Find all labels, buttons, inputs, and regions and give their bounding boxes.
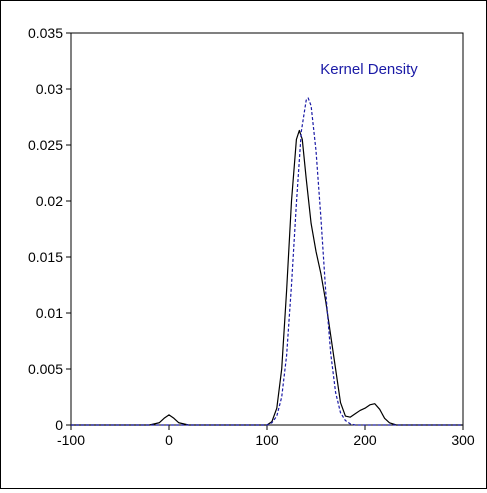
y-tick-label: 0.03 (36, 81, 63, 97)
y-tick-label: 0.035 (28, 25, 63, 41)
x-tick-label: 300 (451, 432, 475, 448)
kernel-density-series (71, 129, 463, 426)
y-tick-label: 0.01 (36, 305, 63, 321)
y-axis: 0 0.005 0.01 0.015 0.02 0.025 0.03 0.035 (28, 25, 71, 433)
series-layer (71, 97, 463, 426)
y-tick-label: 0.005 (28, 361, 63, 377)
x-axis: -100 0 100 200 300 (57, 425, 475, 448)
normal-density-series (71, 97, 463, 426)
x-tick-label: 0 (165, 432, 173, 448)
x-tick-label: -100 (57, 432, 85, 448)
y-tick-label: 0.02 (36, 193, 63, 209)
x-tick-label: 200 (353, 432, 377, 448)
x-tick-label: 100 (255, 432, 279, 448)
plot-area (70, 32, 464, 426)
y-tick-label: 0 (55, 417, 63, 433)
y-tick-label: 0.015 (28, 249, 63, 265)
y-tick-label: 0.025 (28, 137, 63, 153)
chart-annotation: Kernel Density (320, 61, 418, 78)
